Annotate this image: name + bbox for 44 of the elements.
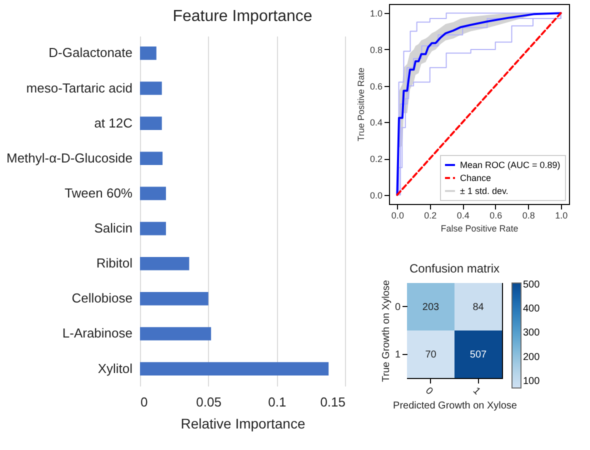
- color-bar-label: 100: [523, 376, 540, 387]
- y-tick-label: Salicin: [94, 220, 132, 236]
- annotation: ± 1 std. dev.: [460, 186, 508, 196]
- data-label: 84: [472, 302, 484, 313]
- y-tick-label: Ribitol: [96, 256, 133, 271]
- x-tick-label: 0.05: [196, 394, 222, 410]
- data-label: 203: [422, 302, 440, 313]
- x-tick-label: 0.1: [268, 394, 286, 410]
- y-tick-label: Tween 60%: [64, 185, 133, 200]
- y-tick-label: Cellobiose: [72, 290, 132, 306]
- y-tick-label: meso-Tartaric acid: [26, 80, 132, 96]
- y-tick-label: Xylitol: [98, 360, 133, 376]
- x-tick-label: 0.6: [490, 210, 502, 220]
- data-label: 507: [470, 349, 488, 360]
- x-axis-title: Relative Importance: [180, 416, 306, 432]
- color-bar-label: 200: [523, 352, 540, 363]
- color-bar-label: 400: [523, 304, 540, 315]
- x-tick-label: 0.8: [522, 210, 535, 220]
- y-tick-label: at 12C: [94, 115, 132, 130]
- y-tick-label: 0.4: [370, 118, 382, 128]
- x-tick-label: 1.0: [555, 210, 568, 220]
- chart-title: Feature Importance: [172, 8, 312, 25]
- y-tick-label: 0.0: [370, 190, 382, 200]
- color-bar-label: 300: [523, 328, 540, 339]
- y-tick-label: 1.0: [370, 8, 382, 19]
- data-label: 70: [425, 349, 437, 360]
- x-tick-label: 0.15: [320, 394, 346, 410]
- x-tick-label: 0.4: [456, 210, 470, 220]
- y-tick-label: 0.6: [370, 81, 382, 92]
- y-axis-title: True Positive Rate: [356, 68, 366, 142]
- legend-label: Chance: [460, 173, 492, 183]
- chart-title: Confusion matrix: [409, 262, 500, 276]
- y-tick-label: L-Arabinose: [62, 326, 132, 341]
- x-axis-title: False Positive Rate: [440, 224, 518, 234]
- y-tick-label: 0.8: [370, 44, 382, 55]
- y-tick-label: D-Galactonate: [48, 45, 132, 60]
- x-tick-label: 0.2: [424, 210, 437, 220]
- y-tick-label: Methyl-α-D-Glucoside: [6, 150, 132, 166]
- legend-label: Mean ROC (AUC = 0.89): [460, 160, 560, 170]
- x-axis-title: Predicted Growth on Xylose: [393, 400, 518, 412]
- color-bar-label: 500: [523, 280, 540, 291]
- x-tick-label: 0: [140, 394, 148, 410]
- y-tick-label: 0.2: [370, 154, 382, 164]
- y-axis-title: True Growth on Xylose: [380, 280, 392, 382]
